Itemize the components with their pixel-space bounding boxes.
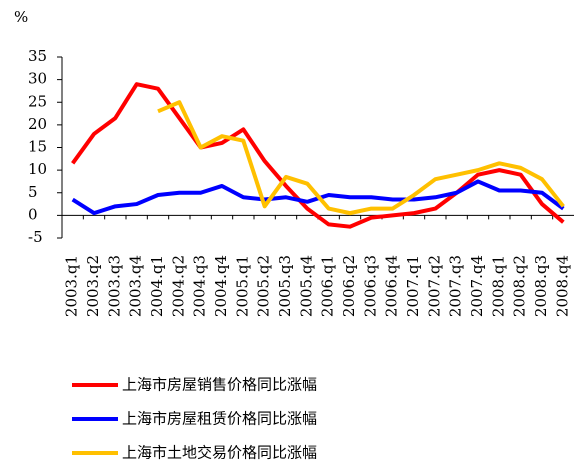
x-tick-label: 2006.q3 bbox=[361, 255, 379, 317]
x-tick-label: 2008.q1 bbox=[489, 255, 507, 317]
x-tick-label: 2003.q3 bbox=[105, 255, 123, 317]
y-tick-label: 35 bbox=[28, 47, 47, 65]
x-tick-label: 2003.q4 bbox=[127, 255, 145, 317]
legend-label: 上海市房屋销售价格同比涨幅 bbox=[122, 376, 317, 394]
y-tick-label: 10 bbox=[28, 160, 47, 178]
x-tick-label: 2006.q2 bbox=[340, 255, 358, 317]
x-tick-label: 2007.q4 bbox=[468, 255, 486, 317]
series-line bbox=[71, 82, 565, 229]
x-tick-label: 2003.q2 bbox=[84, 255, 102, 317]
x-tick-label: 2007.q2 bbox=[425, 255, 443, 317]
y-tick-label: 20 bbox=[28, 115, 47, 133]
x-tick-label: 2004.q3 bbox=[191, 255, 209, 317]
y-tick-label: 30 bbox=[28, 70, 47, 88]
x-tick-label: 2005.q1 bbox=[233, 255, 251, 317]
x-tick-label: 2008.q3 bbox=[532, 255, 550, 317]
x-tick-label: 2005.q4 bbox=[297, 255, 315, 317]
x-tick-label: 2004.q1 bbox=[148, 255, 166, 317]
y-tick-label: -5 bbox=[28, 228, 43, 246]
series-line bbox=[157, 100, 565, 216]
x-tick-label: 2006.q1 bbox=[319, 255, 337, 317]
x-tick-label: 2008.q2 bbox=[511, 255, 529, 317]
x-tick-label: 2006.q4 bbox=[383, 255, 401, 317]
y-tick-label: 15 bbox=[28, 138, 47, 156]
y-tick-label: 0 bbox=[28, 205, 38, 223]
x-tick-label: 2007.q1 bbox=[404, 255, 422, 317]
unit-label: % bbox=[14, 8, 28, 26]
x-tick-label: 2003.q1 bbox=[63, 255, 81, 317]
x-tick-label: 2007.q3 bbox=[447, 255, 465, 317]
x-tick-label: 2008.q4 bbox=[553, 255, 571, 317]
legend-label: 上海市房屋租赁价格同比涨幅 bbox=[122, 410, 317, 428]
x-tick-label: 2004.q4 bbox=[212, 255, 230, 317]
x-tick-label: 2004.q2 bbox=[169, 255, 187, 317]
y-tick-label: 25 bbox=[28, 92, 47, 110]
x-tick-label: 2005.q2 bbox=[255, 255, 273, 317]
y-tick-label: 5 bbox=[28, 183, 38, 201]
legend-label: 上海市土地交易价格同比涨幅 bbox=[122, 444, 317, 462]
x-tick-label: 2005.q3 bbox=[276, 255, 294, 317]
